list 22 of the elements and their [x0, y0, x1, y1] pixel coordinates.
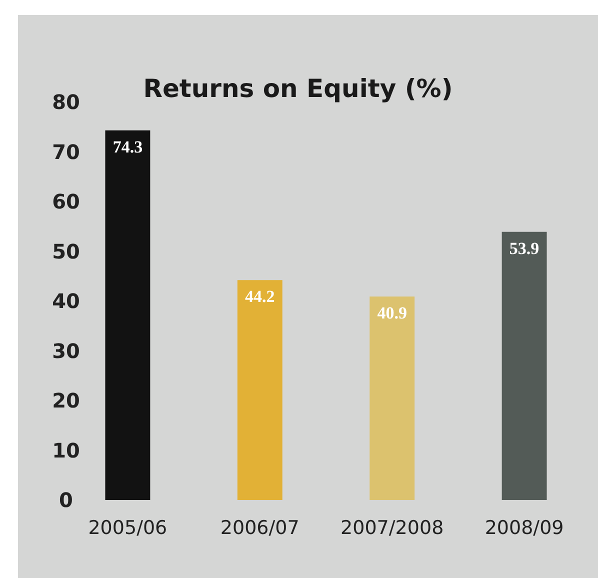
y-tick-label: 80: [52, 90, 80, 114]
bar: [237, 280, 282, 500]
data-label: 44.2: [245, 287, 275, 306]
y-tick-label: 60: [52, 190, 80, 214]
x-tick-label: 2006/07: [220, 517, 300, 539]
y-tick-label: 20: [52, 388, 80, 412]
x-tick-label: 2005/06: [88, 517, 168, 539]
x-tick-label: 2007/2008: [340, 517, 444, 539]
y-tick-label: 40: [52, 289, 80, 313]
y-tick-label: 30: [52, 338, 80, 363]
data-label: 53.9: [509, 238, 540, 258]
chart-title: Returns on Equity (%): [143, 74, 453, 103]
y-tick-label: 0: [59, 488, 73, 512]
data-label: 74.3: [112, 137, 143, 156]
data-label: 40.9: [377, 304, 407, 323]
x-tick-label: 2008/09: [484, 517, 564, 539]
bar: [502, 232, 547, 500]
bar: [370, 296, 415, 500]
y-tick-label: 50: [52, 239, 80, 264]
y-tick-label: 70: [52, 140, 80, 164]
y-tick-label: 10: [52, 438, 80, 462]
bar: [105, 130, 150, 500]
